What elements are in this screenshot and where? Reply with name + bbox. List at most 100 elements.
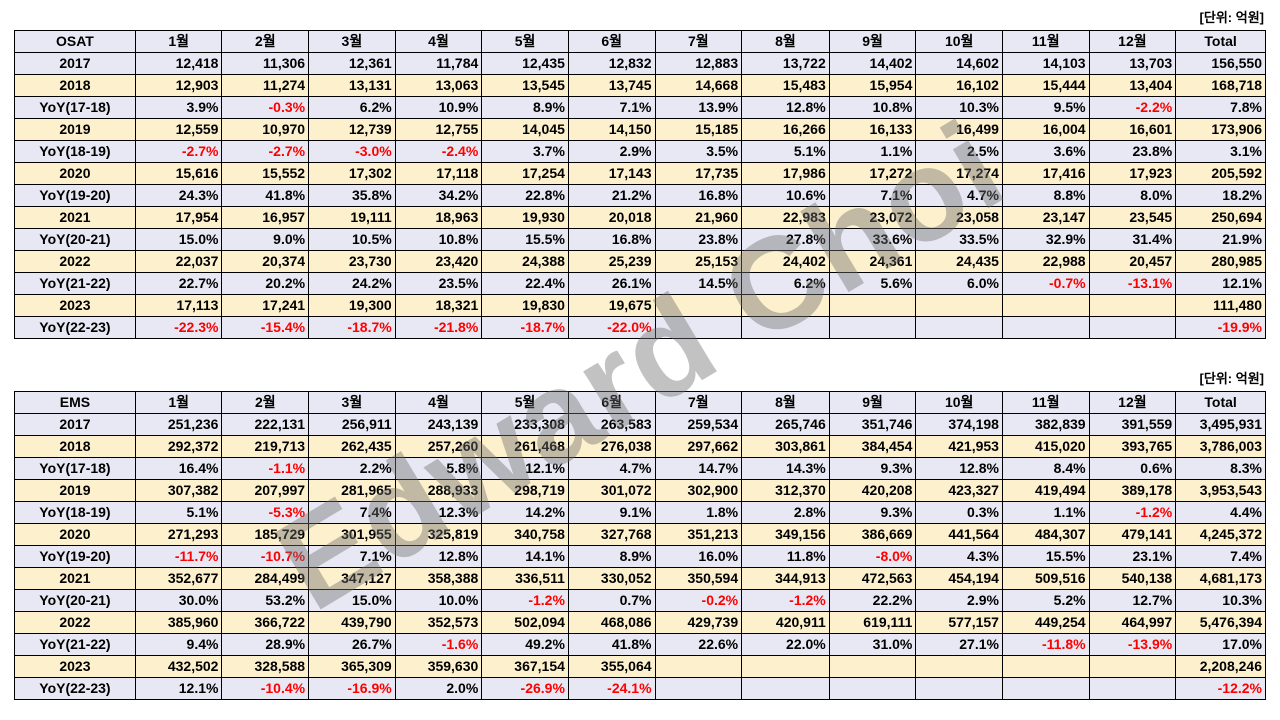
- table-cell: 22,983: [741, 206, 830, 229]
- table-cell: 18,321: [394, 294, 483, 317]
- table-cell: 11,306: [221, 52, 310, 75]
- table-cell: 15.0%: [134, 228, 223, 251]
- table-cell: 24.3%: [134, 184, 223, 207]
- table-row: 2019 307,382 207,997 281,965 288,933 298,719 3…: [14, 479, 1266, 502]
- table-cell: 307,382: [134, 479, 223, 502]
- row-label: 2019: [14, 479, 136, 502]
- table-cell: 3.6%: [1001, 140, 1090, 163]
- table-cell: -2.2%: [1088, 96, 1177, 119]
- table-cell: 2.9%: [567, 140, 656, 163]
- table-cell: -18.7%: [481, 316, 569, 339]
- table-cell: -22.0%: [567, 316, 656, 339]
- table-cell: 7.4%: [1175, 545, 1266, 568]
- table-cell: -2.7%: [221, 140, 310, 163]
- table-cell: 439,790: [308, 611, 396, 634]
- table-cell: 11,274: [221, 74, 310, 97]
- table-row: YoY(21-22) 9.4% 28.9% 26.7% -1.6% 49.2% 41.8% 2…: [14, 633, 1266, 656]
- table-cell: 2.8%: [741, 501, 830, 524]
- table-cell: -1.2%: [481, 589, 569, 612]
- table-cell: 330,052: [567, 567, 656, 590]
- header-cell: 1월: [134, 30, 223, 53]
- table-cell: 22,037: [134, 250, 223, 273]
- table-cell: 2,208,246: [1175, 655, 1266, 678]
- table-cell: 18.2%: [1175, 184, 1266, 207]
- table-cell: 276,038: [567, 435, 656, 458]
- table-cell: -11.8%: [1001, 633, 1090, 656]
- table-cell: 17,118: [394, 162, 483, 185]
- table-cell: 12.8%: [394, 545, 483, 568]
- table-cell: 12,418: [134, 52, 223, 75]
- row-label: YoY(21-22): [14, 633, 136, 656]
- table-cell: 4,681,173: [1175, 567, 1266, 590]
- row-label: 2020: [14, 523, 136, 546]
- table-cell: -3.0%: [308, 140, 396, 163]
- table-cell: 1.1%: [828, 140, 917, 163]
- table-cell: 271,293: [134, 523, 223, 546]
- table-cell: 429,739: [654, 611, 743, 634]
- table-cell: 385,960: [134, 611, 223, 634]
- table-cell: -18.7%: [308, 316, 396, 339]
- table-cell: [741, 316, 830, 339]
- table-cell: 23,420: [394, 250, 483, 273]
- table-cell: 423,327: [915, 479, 1003, 502]
- table-cell: -2.7%: [134, 140, 223, 163]
- table-cell: [654, 655, 743, 678]
- table-cell: 415,020: [1001, 435, 1090, 458]
- table-cell: -10.4%: [221, 677, 310, 700]
- header-cell: 4월: [394, 30, 483, 53]
- table-cell: 25,239: [567, 250, 656, 273]
- table-cell: 7.4%: [308, 501, 396, 524]
- header-cell: 1월: [134, 391, 223, 414]
- table-cell: 12.1%: [481, 457, 569, 480]
- table-cell: 15,483: [741, 74, 830, 97]
- table-cell: -2.4%: [394, 140, 483, 163]
- table-cell: -21.8%: [394, 316, 483, 339]
- table-cell: 12,435: [481, 52, 569, 75]
- header-cell: 4월: [394, 391, 483, 414]
- table-row: 2022 22,037 20,374 23,730 23,420 24,388 25,239…: [14, 250, 1266, 273]
- table-cell: 15,185: [654, 118, 743, 141]
- table-cell: 312,370: [741, 479, 830, 502]
- table-cell: 19,111: [308, 206, 396, 229]
- table-cell: 8.8%: [1001, 184, 1090, 207]
- table-cell: 12.1%: [1175, 272, 1266, 295]
- header-cell: 5월: [481, 30, 569, 53]
- table-row: 2022 385,960 366,722 439,790 352,573 502,094 4…: [14, 611, 1266, 634]
- table-cell: 15.0%: [308, 589, 396, 612]
- row-label: YoY(17-18): [14, 457, 136, 480]
- table-cell: 15,954: [828, 74, 917, 97]
- table-cell: 14,045: [481, 118, 569, 141]
- table-cell: [741, 294, 830, 317]
- table-cell: 303,861: [741, 435, 830, 458]
- table-cell: 11,784: [394, 52, 483, 75]
- header-cell: 9월: [828, 30, 917, 53]
- header-cell: 3월: [308, 30, 396, 53]
- table-cell: 41.8%: [567, 633, 656, 656]
- table-cell: 6.2%: [308, 96, 396, 119]
- table-cell: -22.3%: [134, 316, 223, 339]
- table-cell: 22.8%: [481, 184, 569, 207]
- header-cell: 12월: [1088, 391, 1177, 414]
- table-cell: 1.8%: [654, 501, 743, 524]
- table-cell: -13.9%: [1088, 633, 1177, 656]
- table-cell: 292,372: [134, 435, 223, 458]
- table-cell: 301,072: [567, 479, 656, 502]
- row-label: 2019: [14, 118, 136, 141]
- table-cell: 257,260: [394, 435, 483, 458]
- table-cell: 8.4%: [1001, 457, 1090, 480]
- header-cell: Total: [1175, 391, 1266, 414]
- table-cell: 5,476,394: [1175, 611, 1266, 634]
- table-row: YoY(17-18) 3.9% -0.3% 6.2% 10.9% 8.9% 7.1% 13.9…: [14, 96, 1266, 119]
- table-cell: 12.3%: [394, 501, 483, 524]
- table-cell: 540,138: [1088, 567, 1177, 590]
- table-cell: 2.0%: [394, 677, 483, 700]
- table-cell: 16.4%: [134, 457, 223, 480]
- table-cell: 14,150: [567, 118, 656, 141]
- table-cell: 7.8%: [1175, 96, 1266, 119]
- table-cell: [915, 294, 1003, 317]
- table-cell: 17,302: [308, 162, 396, 185]
- table-cell: [1088, 294, 1177, 317]
- table-row: YoY(20-21) 30.0% 53.2% 15.0% 10.0% -1.2% 0.7% -…: [14, 589, 1266, 612]
- header-cell: Total: [1175, 30, 1266, 53]
- table-cell: 261,468: [481, 435, 569, 458]
